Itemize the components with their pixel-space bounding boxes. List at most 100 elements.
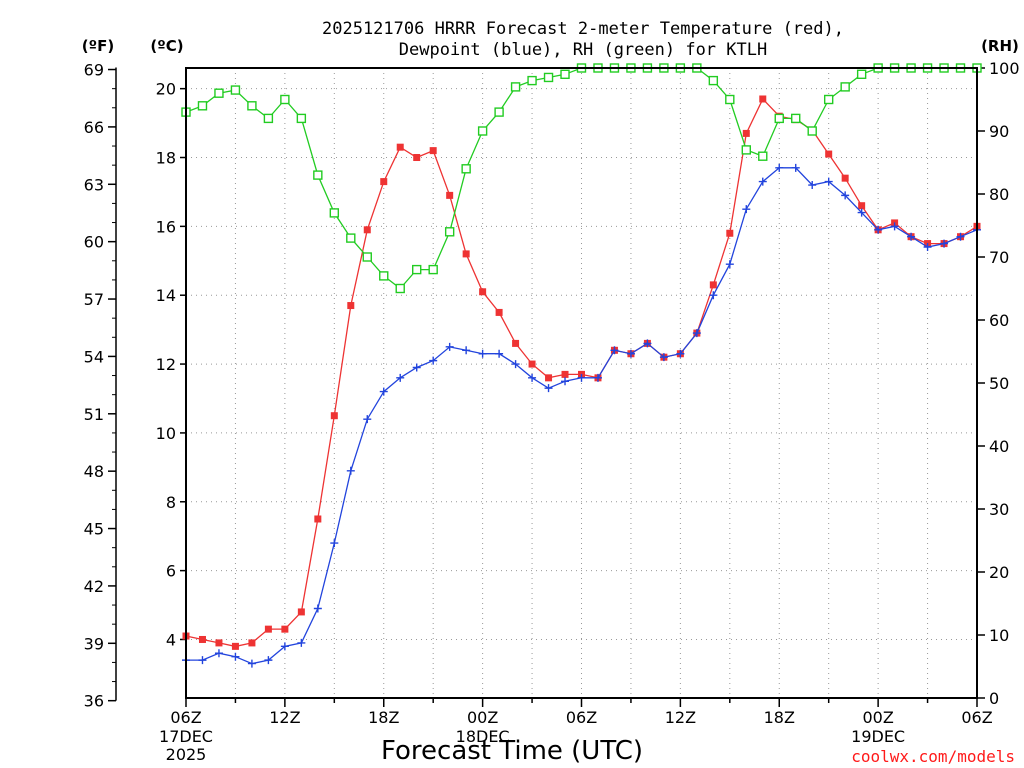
dewpoint-point	[297, 638, 306, 647]
celsius-tick-label: 20	[156, 80, 176, 99]
dewpoint-point	[363, 415, 372, 424]
rh-point	[263, 113, 274, 124]
temperature-point	[248, 639, 256, 647]
rh-point	[362, 252, 372, 262]
dewpoint-point	[775, 163, 784, 172]
rh-point	[395, 283, 405, 294]
dewpoint-point	[528, 373, 537, 382]
time-tick-label: 18Z	[764, 708, 795, 727]
dewpoint-point	[890, 222, 899, 231]
temperature-point	[759, 95, 767, 103]
chart-title-line2: Dewpoint (blue), RH (green) for KTLH	[399, 40, 767, 60]
dewpoint-point	[626, 349, 635, 358]
chart-title-line1: 2025121706 HRRR Forecast 2-meter Tempera…	[322, 19, 844, 39]
date-tick-label: 17DEC	[159, 727, 213, 746]
dewpoint-line	[186, 167, 978, 665]
date-tick-label: 18DEC	[456, 727, 510, 746]
temperature-point	[198, 635, 206, 643]
celsius-tick-label: 18	[156, 149, 176, 168]
rh-point	[758, 151, 768, 161]
fahrenheit-tick-label: 39	[84, 634, 104, 653]
year-tick-label: 2025	[166, 745, 207, 764]
rh-point	[379, 271, 389, 281]
temperature-point	[231, 642, 239, 650]
dewpoint-point	[511, 360, 520, 369]
celsius-tick-label: 4	[166, 630, 176, 649]
rh-unit-label: (RH)	[981, 37, 1019, 55]
temperature-point	[825, 150, 833, 158]
temperature-point	[479, 288, 487, 296]
rh-point	[230, 85, 241, 95]
time-tick-label: 06Z	[170, 708, 201, 727]
rh-tick-label: 70	[989, 248, 1009, 267]
dewpoint-point	[198, 656, 207, 665]
temperature-point	[297, 608, 305, 616]
rh-point	[412, 264, 422, 275]
dewpoint-point	[659, 353, 668, 362]
temperature-point	[545, 374, 553, 382]
time-tick-label: 00Z	[467, 708, 498, 727]
celsius-tick-label: 6	[166, 562, 176, 581]
time-tick-label: 18Z	[368, 708, 399, 727]
dewpoint-point	[907, 232, 916, 241]
fahrenheit-tick-label: 60	[84, 233, 104, 252]
time-tick-label: 00Z	[862, 708, 893, 727]
time-tick-label: 06Z	[961, 708, 992, 727]
dewpoint-point	[330, 539, 339, 548]
rh-tick-label: 20	[989, 563, 1009, 582]
rh-point	[560, 69, 570, 80]
dewpoint-point	[643, 339, 652, 348]
rh-point	[807, 126, 817, 136]
temperature-point	[330, 412, 338, 420]
dewpoint-point	[429, 356, 438, 365]
celsius-tick-label: 8	[166, 493, 176, 512]
temperature-point	[742, 129, 750, 137]
dewpoint-point	[346, 466, 355, 475]
temperature-point	[446, 191, 454, 199]
time-tick-label: 06Z	[566, 708, 597, 727]
rh-tick-label: 30	[989, 500, 1009, 519]
rh-tick-label: 10	[989, 626, 1009, 645]
temperature-point	[347, 302, 355, 310]
temperature-point	[396, 143, 404, 151]
dewpoint-point	[478, 349, 487, 358]
celsius-tick-label: 14	[156, 286, 176, 305]
dewpoint-point	[379, 387, 388, 396]
rh-point	[461, 164, 471, 174]
dewpoint-point	[857, 208, 866, 217]
fahrenheit-tick-label: 48	[84, 462, 104, 481]
dewpoint-point	[692, 329, 701, 338]
dewpoint-point	[808, 181, 817, 190]
temperature-point	[363, 226, 371, 234]
rh-point	[494, 107, 504, 117]
rh-axis: 0 10 20 30 40 50 60 70 80 90 100	[977, 59, 1020, 708]
rh-tick-label: 60	[989, 311, 1009, 330]
celsius-tick-label: 16	[156, 217, 176, 236]
dewpoint-point	[561, 377, 570, 386]
dewpoint-point	[610, 346, 619, 355]
fahrenheit-tick-label: 51	[84, 405, 104, 424]
rh-point	[840, 82, 850, 92]
rh-point	[774, 113, 784, 124]
celsius-tick-label: 10	[156, 424, 176, 443]
rh-point	[247, 101, 257, 111]
rh-tick-label: 100	[989, 59, 1020, 78]
rh-point	[708, 75, 719, 86]
rh-tick-label: 80	[989, 185, 1009, 204]
fahrenheit-tick-label: 36	[84, 692, 104, 711]
dewpoint-point	[824, 177, 833, 186]
rh-point	[428, 264, 438, 275]
dewpoint-point	[577, 373, 586, 382]
temperature-point	[528, 360, 536, 368]
dewpoint-point	[412, 363, 421, 372]
temperature-point	[512, 339, 520, 347]
credit-text: coolwx.com/models	[851, 747, 1015, 766]
rh-point	[296, 113, 307, 124]
rh-point	[346, 233, 356, 243]
dewpoint-point	[495, 349, 504, 358]
dewpoint-point	[593, 373, 602, 382]
rh-point	[313, 170, 323, 180]
dewpoint-point	[725, 260, 734, 269]
dewpoint-point	[940, 239, 949, 248]
celsius-axis: 4 6 8 10 12 14 16 18 20	[156, 80, 186, 649]
